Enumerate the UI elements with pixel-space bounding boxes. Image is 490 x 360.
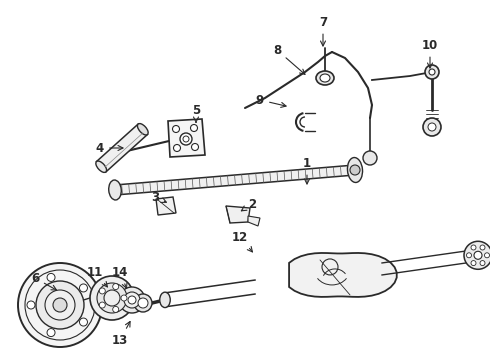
- Circle shape: [180, 133, 192, 145]
- Polygon shape: [248, 216, 260, 226]
- Circle shape: [192, 144, 198, 150]
- Circle shape: [363, 151, 377, 165]
- Circle shape: [138, 298, 148, 308]
- Circle shape: [45, 290, 75, 320]
- Polygon shape: [97, 124, 147, 172]
- Circle shape: [113, 284, 119, 289]
- Ellipse shape: [320, 74, 330, 82]
- Ellipse shape: [96, 161, 106, 172]
- Circle shape: [429, 69, 435, 75]
- Circle shape: [466, 253, 471, 258]
- Text: 4: 4: [96, 141, 123, 154]
- Polygon shape: [156, 197, 176, 215]
- Circle shape: [480, 245, 485, 250]
- Circle shape: [27, 301, 35, 309]
- Circle shape: [191, 125, 197, 131]
- Text: 13: 13: [112, 321, 130, 346]
- Circle shape: [124, 292, 140, 308]
- Ellipse shape: [160, 292, 170, 307]
- Text: 7: 7: [319, 15, 327, 46]
- Circle shape: [480, 261, 485, 266]
- Polygon shape: [168, 119, 205, 157]
- Text: 8: 8: [273, 44, 305, 75]
- Circle shape: [471, 245, 476, 250]
- Circle shape: [47, 273, 55, 282]
- Ellipse shape: [316, 71, 334, 85]
- Circle shape: [471, 261, 476, 266]
- Text: 1: 1: [303, 157, 311, 184]
- Circle shape: [119, 287, 145, 313]
- Circle shape: [90, 276, 134, 320]
- Polygon shape: [226, 206, 250, 223]
- Circle shape: [97, 283, 127, 313]
- Circle shape: [464, 241, 490, 269]
- Polygon shape: [289, 253, 397, 297]
- Text: 2: 2: [242, 198, 256, 211]
- Circle shape: [36, 281, 84, 329]
- Circle shape: [99, 302, 105, 308]
- Circle shape: [425, 65, 439, 79]
- Ellipse shape: [109, 180, 122, 200]
- Text: 14: 14: [112, 266, 128, 288]
- Circle shape: [183, 136, 189, 142]
- Text: 5: 5: [192, 104, 200, 122]
- Circle shape: [485, 253, 490, 258]
- Circle shape: [79, 318, 87, 326]
- Text: 6: 6: [31, 271, 56, 290]
- Circle shape: [474, 251, 482, 259]
- Circle shape: [428, 123, 436, 131]
- Circle shape: [172, 126, 179, 132]
- Ellipse shape: [347, 158, 363, 183]
- Text: 12: 12: [232, 230, 252, 252]
- Circle shape: [423, 118, 441, 136]
- Ellipse shape: [138, 123, 148, 135]
- Text: 11: 11: [87, 266, 107, 287]
- Circle shape: [99, 288, 105, 294]
- Circle shape: [173, 144, 180, 152]
- Text: 3: 3: [151, 190, 167, 203]
- Circle shape: [350, 165, 360, 175]
- Circle shape: [18, 263, 102, 347]
- Polygon shape: [115, 165, 355, 195]
- Circle shape: [53, 298, 67, 312]
- Circle shape: [121, 295, 127, 301]
- Circle shape: [79, 284, 87, 292]
- Circle shape: [47, 329, 55, 337]
- Text: 9: 9: [256, 94, 286, 107]
- Circle shape: [113, 306, 119, 312]
- Circle shape: [128, 296, 136, 304]
- Circle shape: [134, 294, 152, 312]
- Circle shape: [104, 290, 120, 306]
- Text: 10: 10: [422, 39, 438, 68]
